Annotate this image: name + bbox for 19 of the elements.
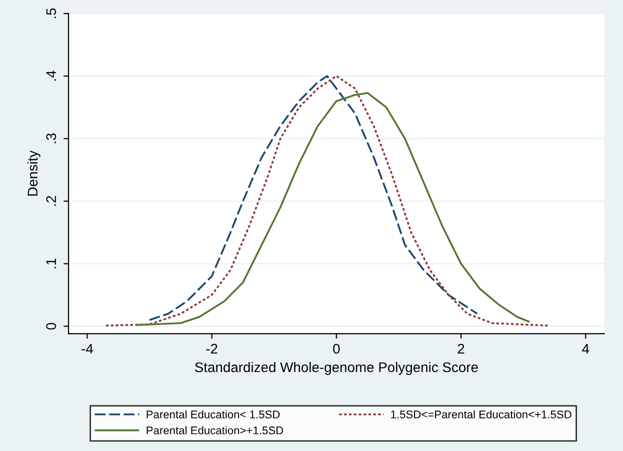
y-tick-label: .5 <box>46 8 56 18</box>
x-axis-title: Standardized Whole-genome Polygenic Score <box>195 362 478 375</box>
x-tick-label: 0 <box>333 344 340 354</box>
y-tick-label: 0 <box>46 322 56 330</box>
y-axis-title: Density <box>27 150 40 196</box>
legend-label: 1.5SD<=Parental Education<+1.5SD <box>391 410 572 418</box>
x-tick-label: -2 <box>206 344 218 354</box>
line-series <box>136 92 530 326</box>
x-tick-label: 2 <box>458 344 464 354</box>
legend-label: Parental Education>+1.5SD <box>146 426 284 434</box>
legend-label: Parental Education< 1.5SD <box>146 410 280 418</box>
y-tick-label: .2 <box>46 196 56 206</box>
y-tick-label: .1 <box>46 258 56 268</box>
x-tick-label: 4 <box>582 344 590 354</box>
y-tick-label: .3 <box>46 133 56 144</box>
y-tick-label: .4 <box>46 70 56 81</box>
x-tick-label: -4 <box>82 344 93 354</box>
line-series <box>105 75 550 327</box>
line-series <box>148 75 478 321</box>
